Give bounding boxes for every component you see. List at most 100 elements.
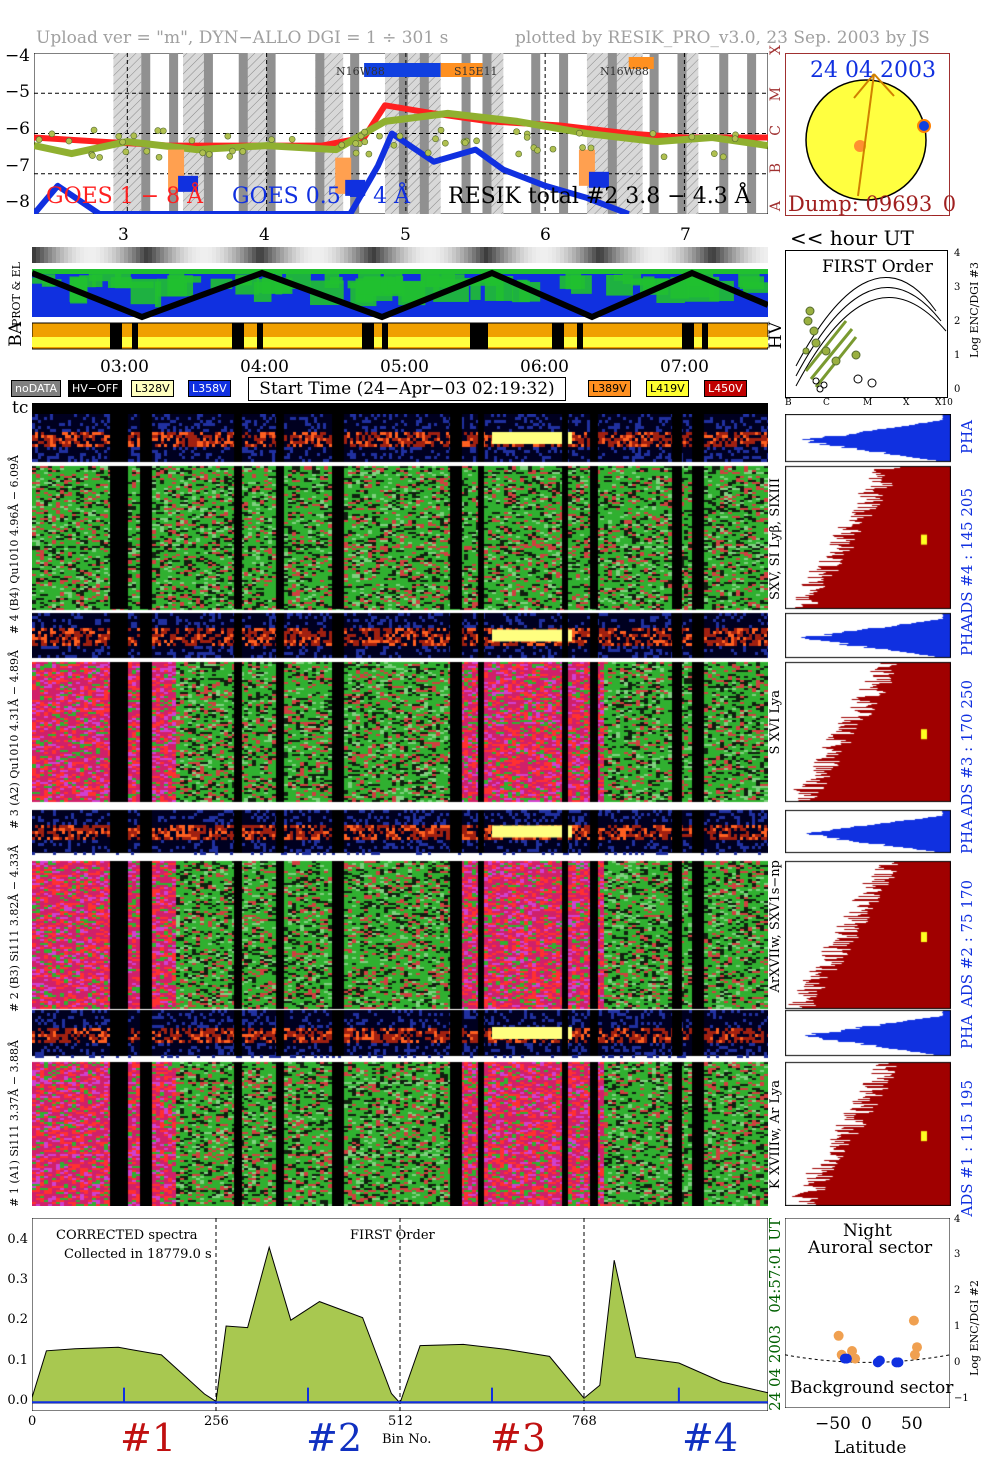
first-order-plot [795,277,947,393]
data-point [130,132,138,140]
ytick: −5 [4,82,30,102]
saa-band [398,53,408,214]
data-point [90,126,98,134]
data-point [119,138,126,146]
crystal-4-label: #4 [682,1416,739,1460]
auroral-label: Auroral sector [808,1238,933,1258]
pha4-label: PHA [958,420,976,455]
ytick: 0.1 [7,1353,28,1368]
xtick: 0 [28,1414,37,1429]
first-order-ylabel: Log ENC/DGI #3 [968,262,981,358]
spectrum-first-order: FIRST Order [350,1228,435,1243]
hv-off-mark [132,323,138,349]
xtick: B [785,398,792,408]
saa-band [482,53,492,214]
hour-tick: 6 [540,225,551,245]
data-point [847,1346,858,1356]
data-point [390,141,398,149]
spectrogram-canvas [32,414,768,1206]
data-point [731,135,739,142]
xtick: C [823,398,830,408]
upload-info: Upload ver = "m", DYN−ALLO DGI = 1 ÷ 301… [36,28,449,48]
data-point [154,127,162,134]
hv-off-mark [362,323,374,349]
time-tick: 04:00 [240,357,289,377]
hvoff-badge: HV−OFF [68,380,123,397]
data-point [268,136,275,143]
class-letter: B [768,163,784,174]
data-point [473,137,480,145]
ytick: −1 [954,1393,969,1404]
flare-marker [628,57,654,69]
corrected-label: CORRECTED spectra [56,1228,198,1243]
series-line-3 [34,109,768,158]
pha3-label: PHA [958,622,976,657]
spec3-right-label: S XVI Lya [768,690,783,755]
spec2-right-label: ArXVIIw, SXV1s−np [768,860,783,993]
saa-band [169,53,179,214]
ytick: 0 [954,1357,961,1368]
data-point [841,1353,852,1364]
pha1-label: PHA [958,1015,976,1050]
saa-band [203,53,213,214]
ads3-label: ADS #3 : 170 250 [958,680,976,817]
xtick: X10 [935,398,953,408]
spec1-right-label: K XVIIIw, Ar Lya [768,1080,783,1189]
first-order-panel: FIRST Order [785,250,948,398]
spec4-left-label: # 4 (B4) Qu1010 4.96Å − 6.09Å [8,455,21,635]
ytick: −6 [4,119,30,139]
ytick: 3 [954,1249,961,1260]
data-point [833,1330,844,1341]
ads4-label: ADS #4 : 145 205 [958,488,976,625]
class-letter: A [768,201,784,212]
ytick: 4 [954,1214,961,1225]
first-order-xticks: B C M X X10 [785,398,960,410]
ytick: 0 [954,384,961,395]
data-point [160,127,167,135]
data-point [224,132,232,140]
ytick: −4 [4,46,30,66]
legend-goes18: GOES 1 − 8 Å [46,184,204,209]
ytick: 0.4 [7,1232,28,1247]
data-point [711,150,718,158]
hv-off-mark [552,323,564,349]
data-point [461,139,469,146]
saa-band [315,53,325,214]
spectrum-xlabel: Bin No. [382,1432,432,1447]
hv-off-mark [682,323,694,349]
ytick: 2 [954,1285,961,1296]
saa-band [141,53,151,214]
xtick: 512 [388,1414,413,1429]
data-point [376,132,383,140]
saa-band [350,53,360,214]
orbit-panel [32,247,768,350]
l419-badge: L419V [646,380,689,397]
flare-marker [440,63,483,77]
lat-ylabel: Log ENC/DGI #2 [968,1280,981,1376]
l328-badge: L328V [131,380,174,397]
data-point [89,152,96,159]
pha2-label: PHA [958,820,976,855]
ytick: 0.0 [7,1393,28,1408]
xtick: 0 [861,1414,872,1434]
hv-off-mark [110,323,122,349]
start-time: Start Time (24−Apr−03 02:19:32) [248,377,566,401]
l389-badge: L389V [588,380,631,397]
side-histograms [785,414,951,1206]
flare-label: S15E11 [454,65,498,78]
sun-date: 24 04 2003 [810,58,936,83]
class-letter: X [768,45,784,55]
ytick: 0.2 [7,1312,28,1327]
data-point [96,154,103,161]
spec3-left-label: # 3 (A2) Qu1010 4.31Å − 4.89Å [8,650,21,829]
ads2-label: ADS #2 : 75 170 [958,880,976,1008]
saa-band [266,53,276,214]
nodata-badge: noDATA [11,380,62,397]
hour-tick: 7 [680,225,691,245]
l358-badge: L358V [188,380,231,397]
spec1-left-label: # 1 (A1) Si111 3.37Å − 3.88Å [8,1040,21,1207]
hv-off-mark [470,323,482,349]
saa-band [419,53,429,214]
night-label: Night [843,1221,892,1241]
time-ticks: 03:00 04:00 05:00 06:00 07:00 [0,357,780,379]
